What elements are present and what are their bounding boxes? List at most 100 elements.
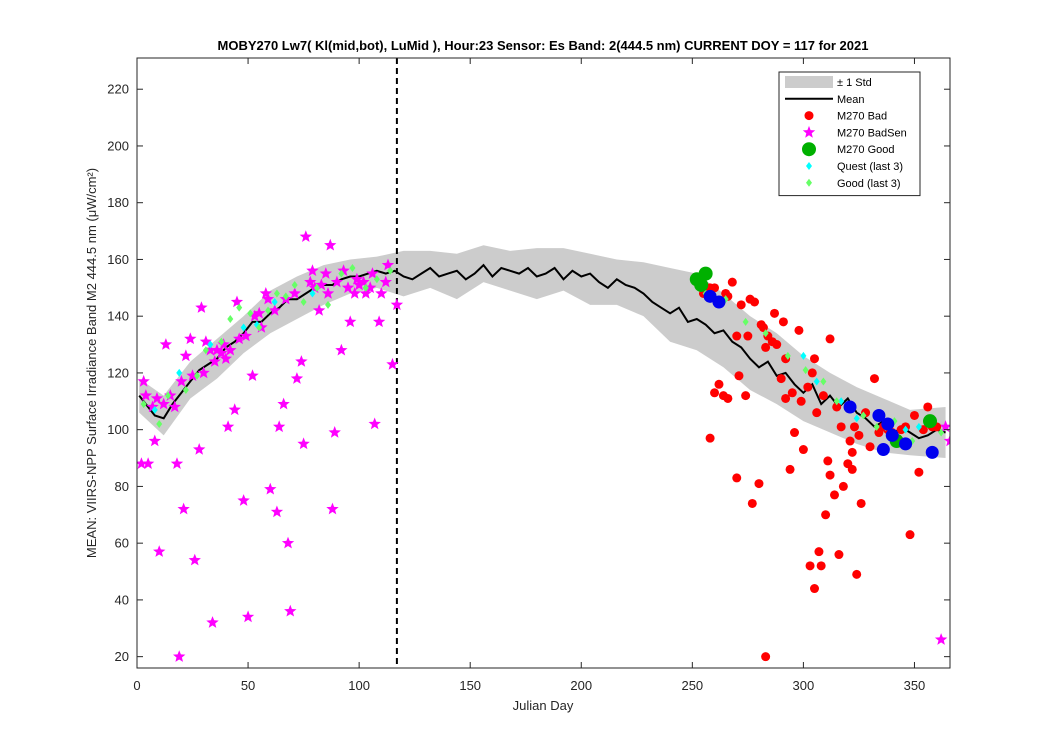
bad-point (847, 464, 857, 474)
legend-swatch (802, 125, 816, 138)
bad-point (734, 371, 744, 381)
badsen-point (228, 403, 241, 416)
bad-point (741, 391, 751, 401)
badsen-point (297, 437, 310, 450)
bad-point (798, 445, 808, 455)
bad-point (705, 433, 715, 443)
badsen-point (217, 338, 230, 350)
badsen-point (173, 650, 186, 662)
recent-point (899, 437, 913, 451)
good_last3-point (938, 428, 945, 437)
quest-point (309, 289, 316, 298)
bad-point (732, 331, 742, 341)
badsen-point (186, 369, 199, 381)
bad-point (832, 402, 842, 412)
badsen-point (934, 633, 948, 645)
bad-point (812, 408, 822, 418)
badsen-point (188, 553, 201, 566)
good_last3-point (247, 309, 254, 318)
bad-point (810, 584, 819, 594)
bad-point (736, 300, 746, 310)
good_last3-point (833, 397, 840, 406)
bad-point (761, 342, 771, 352)
badsen-point (313, 304, 326, 316)
good_last3-point (349, 263, 356, 272)
y-tick-label: 20 (115, 649, 129, 664)
recent-point (885, 428, 899, 442)
badsen-point (357, 275, 370, 288)
badsen-point (270, 505, 284, 518)
badsen-point (261, 292, 275, 305)
bad-point (714, 379, 724, 389)
x-tick-label: 50 (241, 678, 255, 693)
std-band (139, 245, 946, 459)
bad-point (823, 456, 833, 466)
bad-point (805, 561, 815, 571)
badsen-point (341, 281, 355, 294)
badsen-point (284, 604, 297, 617)
quest-point (902, 425, 909, 434)
bad-point (710, 388, 720, 398)
good_last3-point (202, 346, 209, 355)
bad-point (821, 510, 831, 520)
bad-point (750, 297, 760, 307)
badsen-point (248, 309, 261, 322)
legend-item-good: M270 Good (802, 142, 894, 157)
badsen-point (366, 267, 379, 279)
badsen-point (157, 397, 170, 410)
legend-item-bad: M270 Bad (804, 111, 887, 123)
badsen-point (141, 457, 155, 469)
badsen-point (224, 343, 237, 356)
badsen-point (210, 343, 224, 356)
badsen-point (204, 343, 217, 356)
badsen-point (290, 372, 304, 384)
good_last3-point (313, 283, 320, 292)
quest-point (915, 422, 922, 431)
bad-point (727, 277, 737, 287)
good_last3-point (325, 300, 332, 309)
badsen-point (330, 275, 344, 288)
recent-point (876, 443, 890, 457)
badsen-point (137, 374, 150, 387)
badsen-point (197, 366, 210, 379)
quest-point (176, 368, 183, 377)
bad-point (829, 490, 839, 500)
series-bad (698, 277, 942, 662)
good_last3-point (762, 329, 769, 338)
x-tick-label: 0 (133, 678, 140, 693)
y-axis: 20 40 60 80 100 120 140 160 180 200 220 (107, 82, 950, 664)
bad-point (909, 410, 919, 420)
badsen-point (259, 287, 272, 299)
y-tick-label: 120 (107, 365, 129, 380)
quest-point (207, 340, 214, 349)
points-layer (137, 230, 950, 662)
y-axis-label: MEAN: VIIRS-NPP Surface Irradiance Band … (84, 168, 99, 558)
badsen-point (253, 306, 266, 319)
legend: ± 1 Std Mean M270 Bad M270 BadSen M270 Good Q… (778, 71, 921, 197)
y-tick-label: 200 (107, 138, 129, 153)
x-tick-label: 300 (793, 678, 815, 693)
good_last3-point (373, 275, 380, 284)
chart-title: MOBY270 Lw7( Kl(mid,bot), LuMid ), Hour:… (218, 38, 869, 53)
badsen-point (208, 355, 221, 367)
badsen-point (368, 417, 381, 430)
good_last3-point (182, 385, 189, 394)
good-point (698, 266, 713, 281)
badsen-point (364, 281, 377, 294)
series-good_last3 (140, 263, 945, 446)
quest-point (813, 377, 820, 386)
good_last3-point (218, 337, 225, 346)
plot-frame (136, 57, 951, 669)
legend-label: M270 Bad (837, 111, 887, 123)
bad-point (856, 498, 866, 508)
badsen-point (299, 230, 312, 242)
badsen-point (319, 267, 332, 279)
good_last3-point (300, 298, 307, 306)
badsen-point (215, 346, 228, 359)
badsen-point (337, 264, 350, 276)
legend-label: M270 Good (837, 144, 894, 156)
x-axis-label: Julian Day (513, 698, 574, 713)
recent-point (872, 408, 886, 422)
good_last3-point (265, 306, 272, 315)
badsen-point (375, 287, 388, 299)
